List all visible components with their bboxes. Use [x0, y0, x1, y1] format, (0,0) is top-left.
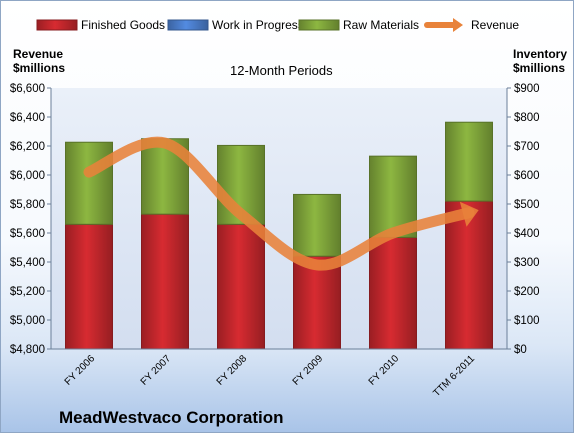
x-tick-label: FY 2010	[367, 353, 402, 388]
left-axis-label-line2: $millions	[13, 61, 65, 75]
legend-label-raw-materials: Raw Materials	[343, 18, 419, 32]
x-tick-label: FY 2007	[139, 353, 174, 388]
chart-subtitle: 12-Month Periods	[230, 63, 333, 78]
bar-raw-materials-3	[293, 193, 341, 257]
right-axis-label-line2: $millions	[513, 61, 565, 75]
bar-finished-goods-0	[65, 223, 113, 350]
right-tick-label: $400	[514, 228, 540, 240]
left-tick-label: $5,400	[10, 257, 45, 269]
left-tick-label: $5,800	[10, 199, 45, 211]
right-axis-label-line1: Inventory	[513, 47, 567, 61]
x-tick-label: FY 2009	[291, 353, 326, 388]
right-tick-label: $500	[514, 199, 540, 211]
right-tick-label: $900	[514, 83, 540, 95]
company-name: MeadWestvaco Corporation	[59, 408, 284, 427]
left-axis-label-line1: Revenue	[13, 47, 63, 61]
left-tick-label: $6,000	[10, 170, 45, 182]
legend-swatch-finished-goods	[36, 19, 78, 31]
left-tick-label: $6,400	[10, 112, 45, 124]
legend-swatch-revenue-arrow	[453, 18, 463, 32]
bar-finished-goods-4	[369, 236, 417, 350]
revenue-line-group	[83, 136, 479, 271]
left-tick-label: $5,000	[10, 315, 45, 327]
bar-finished-goods-2	[217, 223, 265, 350]
x-tick-label: FY 2008	[215, 353, 250, 388]
left-tick-label: $4,800	[10, 344, 45, 356]
right-tick-label: $200	[514, 286, 540, 298]
x-tick-label: TTM 6-2011	[431, 353, 477, 399]
legend-swatch-raw-materials	[298, 19, 340, 31]
right-tick-label: $300	[514, 257, 540, 269]
left-tick-label: $5,600	[10, 228, 45, 240]
legend: Finished Goods Work in Progress Raw Materi…	[36, 18, 519, 32]
right-tick-label: $600	[514, 170, 540, 182]
revenue-arrowhead	[459, 201, 479, 227]
legend-label-finished-goods: Finished Goods	[81, 18, 165, 32]
left-tick-label: $5,200	[10, 286, 45, 298]
right-tick-label: $0	[514, 344, 527, 356]
legend-swatch-work-in-progress	[167, 19, 209, 31]
bar-finished-goods-1	[141, 213, 189, 350]
bars-group	[65, 121, 493, 350]
x-tick-label: FY 2006	[63, 353, 98, 388]
legend-label-work-in-progress: Work in Progress	[212, 18, 304, 32]
bar-raw-materials-0	[65, 141, 113, 225]
left-tick-label: $6,200	[10, 141, 45, 153]
legend-label-revenue: Revenue	[471, 18, 519, 32]
right-tick-label: $700	[514, 141, 540, 153]
right-tick-label: $100	[514, 315, 540, 327]
right-tick-label: $800	[514, 112, 540, 124]
left-tick-label: $6,600	[10, 83, 45, 95]
revenue-line	[83, 136, 475, 271]
bar-raw-materials-5	[445, 121, 493, 202]
bar-finished-goods-3	[293, 255, 341, 350]
